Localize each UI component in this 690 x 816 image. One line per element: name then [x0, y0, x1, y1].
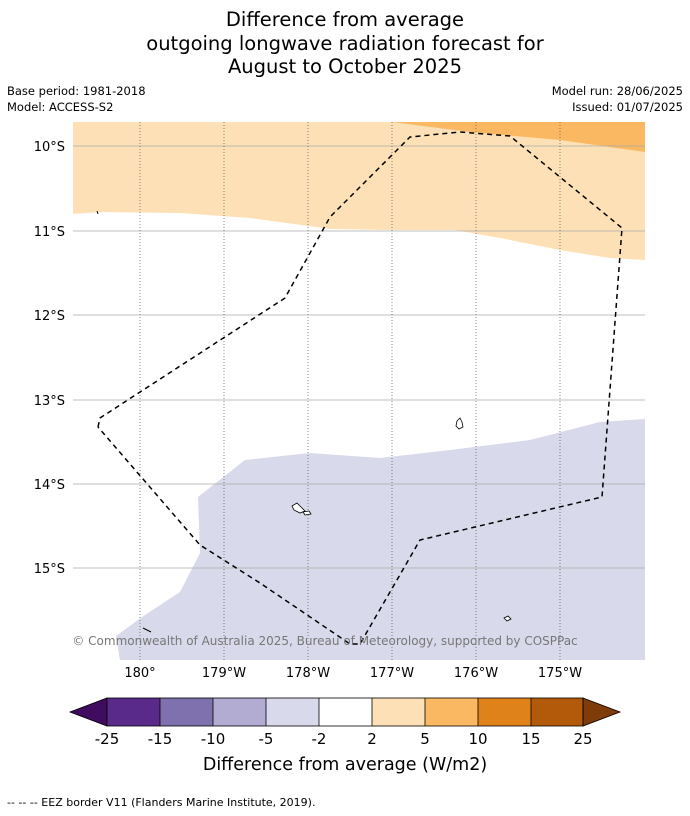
- eez-legend-text: -- -- -- EEZ border V11 (Flanders Marine…: [7, 796, 316, 809]
- colorbar-segment: [107, 698, 160, 726]
- lon-label: 176°W: [454, 666, 498, 681]
- colorbar-tick: -5: [259, 730, 274, 748]
- map-area: © Commonwealth of Australia 2025, Bureau…: [72, 122, 645, 660]
- colorbar-tick: 15: [521, 730, 540, 748]
- lat-label: 10°S: [34, 140, 65, 155]
- island-outline: [291, 502, 306, 514]
- colorbar-tick: -15: [148, 730, 173, 748]
- latitude-gridlines: [73, 145, 645, 569]
- colorbar-segment: [319, 698, 372, 726]
- colorbar-frame: [106, 697, 584, 727]
- lat-label: 11°S: [34, 225, 65, 240]
- copyright-text: © Commonwealth of Australia 2025, Bureau…: [72, 634, 577, 648]
- model-text: Model: ACCESS-S2: [7, 100, 114, 114]
- anomaly-region-2-5: [73, 122, 645, 260]
- lon-label: 177°W: [370, 666, 414, 681]
- colorbar-tick: -2: [312, 730, 327, 748]
- colorbar-extend-low: [68, 697, 108, 727]
- latitude-labels: 10°S 11°S 12°S 13°S 14°S 15°S: [34, 140, 65, 577]
- colorbar-segment: [425, 698, 478, 726]
- island-outline: [142, 627, 152, 633]
- island-outline: [302, 510, 312, 516]
- colorbar-tick: 10: [468, 730, 487, 748]
- colorbar-extend-high: [582, 697, 622, 727]
- island-outline: [455, 417, 464, 430]
- title-line-2: outgoing longwave radiation forecast for: [146, 32, 544, 55]
- colorbar-segment: [531, 698, 583, 726]
- colorbar-tick: 5: [420, 730, 430, 748]
- lon-label: 175°W: [538, 666, 582, 681]
- title-line-1: Difference from average: [225, 8, 465, 31]
- longitude-labels: 180° 179°W 178°W 177°W 176°W 175°W: [124, 666, 582, 681]
- model-run-text: Model run: 28/06/2025: [551, 84, 683, 98]
- anomaly-region-5-10: [392, 122, 645, 152]
- lon-label: 179°W: [202, 666, 246, 681]
- colorbar-segment: [372, 698, 425, 726]
- colorbar-dividers: [159, 698, 532, 726]
- colorbar-segment: [478, 698, 531, 726]
- lon-label: 180°: [124, 666, 155, 681]
- colorbar-tick-labels: -25 -15 -10 -5 -2 2 5 10 15 25: [95, 730, 593, 748]
- colorbar-segment: [160, 698, 213, 726]
- colorbar-segment: [213, 698, 266, 726]
- lat-label: 12°S: [34, 309, 65, 324]
- island-outline: [503, 615, 512, 622]
- colorbar: -25 -15 -10 -5 -2 2 5 10 15 25 Differenc…: [68, 697, 622, 775]
- colorbar-tick: 25: [573, 730, 592, 748]
- lat-label: 15°S: [34, 562, 65, 577]
- anomaly-region-neg5-neg2: [116, 419, 645, 660]
- base-period-text: Base period: 1981-2018: [7, 84, 146, 98]
- issued-text: Issued: 01/07/2025: [572, 100, 683, 114]
- lon-label: 178°W: [286, 666, 330, 681]
- colorbar-label: Difference from average (W/m2): [203, 755, 487, 775]
- island-outline: [96, 210, 99, 215]
- colorbar-tick: -10: [201, 730, 226, 748]
- colorbar-tick: 2: [367, 730, 377, 748]
- colorbar-tick: -25: [95, 730, 120, 748]
- colorbar-segment: [266, 698, 319, 726]
- lat-label: 13°S: [34, 394, 65, 409]
- title-line-3: August to October 2025: [227, 55, 463, 78]
- lat-label: 14°S: [34, 478, 65, 493]
